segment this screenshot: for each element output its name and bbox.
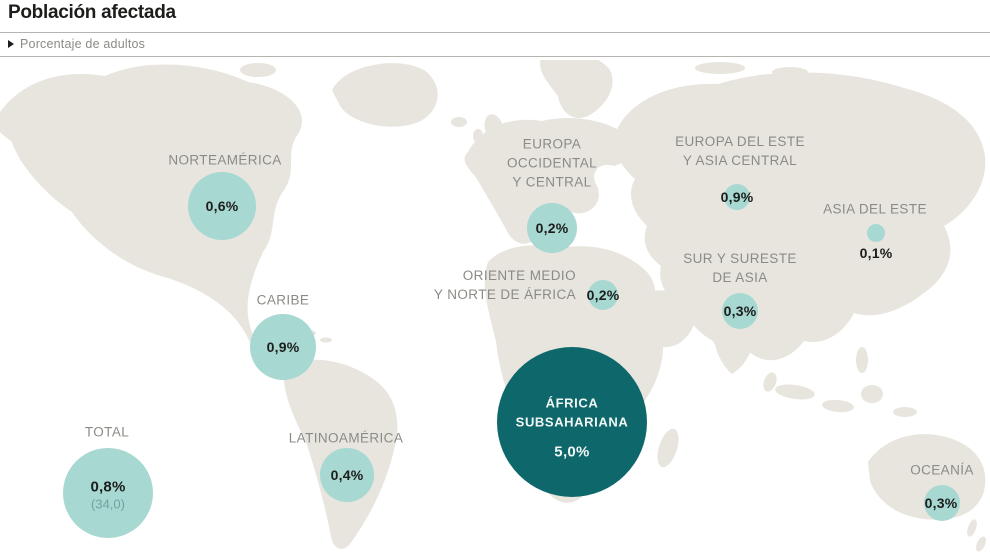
- region-label: ASIA DEL ESTE: [823, 201, 927, 217]
- region-bubble: [924, 485, 960, 521]
- region-label: CARIBE: [256, 292, 310, 308]
- region-value: 0,3%: [723, 303, 757, 319]
- region-label: ORIENTE MEDIO Y NORTE DE ÁFRICA: [433, 268, 576, 302]
- region-value: 0,6%: [205, 198, 239, 214]
- region-bubble: [527, 203, 577, 253]
- divider: [0, 32, 990, 33]
- page-title: Población afectada: [8, 2, 176, 23]
- region-label: TOTAL: [84, 424, 130, 440]
- arrow-right-icon: [8, 40, 14, 48]
- region-value: 0,2%: [535, 220, 569, 236]
- region-value: 0,8%: [90, 478, 126, 496]
- region-inside-text: ÁFRICA SUBSAHARIANA 5,0%: [515, 395, 629, 461]
- region-label: SUR Y SURESTE DE ASIA: [683, 251, 797, 285]
- region-value: 0,3%: [924, 495, 958, 511]
- region-label: OCEANÍA: [910, 462, 974, 478]
- region-bubble: [724, 184, 750, 210]
- region-bubble: [320, 448, 374, 502]
- region-bubble: [497, 347, 647, 497]
- region-value: 0,1%: [859, 245, 893, 261]
- region-value: 5,0%: [554, 443, 590, 461]
- region-label: LATINOAMÉRICA: [288, 430, 404, 446]
- region-value: 0,9%: [720, 189, 754, 205]
- region-bubble: [722, 293, 758, 329]
- region-bubble: [867, 224, 885, 242]
- region-bubble: [63, 448, 153, 538]
- region-value: 0,2%: [586, 287, 620, 303]
- region-label: EUROPA DEL ESTE Y ASIA CENTRAL: [675, 134, 805, 168]
- subtitle: Porcentaje de adultos: [8, 37, 145, 51]
- region-bubble: [588, 280, 618, 310]
- region-label: EUROPA OCCIDENTAL Y CENTRAL: [506, 136, 598, 190]
- region-subvalue: (34,0): [91, 496, 125, 512]
- region-value: 0,9%: [266, 339, 300, 355]
- region-bubble: [188, 172, 256, 240]
- region-bubble: [250, 314, 316, 380]
- subtitle-text: Porcentaje de adultos: [20, 37, 146, 51]
- region-value: 0,4%: [330, 467, 364, 483]
- region-label: NORTEAMÉRICA: [168, 152, 282, 168]
- divider: [0, 56, 990, 57]
